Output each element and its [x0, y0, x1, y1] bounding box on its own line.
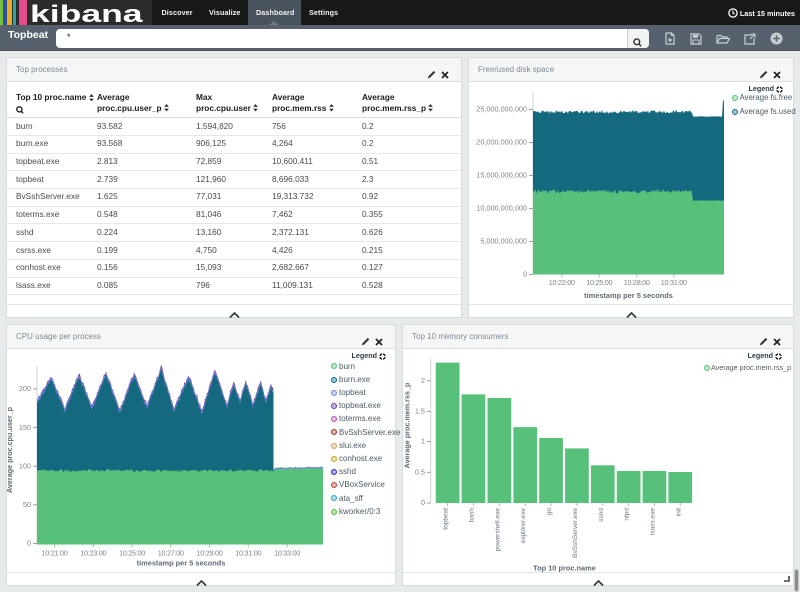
svg-text:bash: bash [469, 508, 476, 522]
svg-text:lsass.exe: lsass.exe [650, 508, 657, 535]
svg-text:100: 100 [19, 461, 31, 470]
svg-text:timestamp per 5 seconds: timestamp per 5 seconds [584, 291, 673, 300]
svg-text:0: 0 [27, 539, 31, 548]
svg-text:Average proc.mem.rss_p: Average proc.mem.rss_p [403, 382, 412, 468]
svg-text:powershell.exe: powershell.exe [494, 508, 501, 552]
svg-text:10,000,000,000: 10,000,000,000 [476, 204, 527, 213]
svg-text:15,000,000,000: 15,000,000,000 [476, 171, 527, 180]
svg-text:sshd: sshd [598, 508, 605, 522]
svg-text:10:25:00: 10:25:00 [119, 549, 145, 558]
svg-text:0: 0 [523, 270, 527, 279]
svg-text:10:21:00: 10:21:00 [41, 549, 67, 558]
svg-text:200: 200 [19, 384, 31, 393]
svg-text:0.5: 0.5 [415, 468, 425, 477]
svg-text:1.5: 1.5 [415, 407, 425, 416]
svg-text:Average proc.cpu.user_p: Average proc.cpu.user_p [7, 406, 14, 493]
svg-text:go: go [546, 508, 553, 516]
svg-text:BvSshServer.exe: BvSshServer.exe [572, 508, 579, 558]
svg-text:10:28:00: 10:28:00 [624, 278, 650, 287]
svg-text:0: 0 [421, 498, 425, 507]
svg-text:topbeat: topbeat [443, 508, 450, 530]
svg-text:2: 2 [421, 376, 425, 385]
svg-text:10:31:00: 10:31:00 [661, 278, 687, 287]
svg-text:10:31:00: 10:31:00 [235, 549, 261, 558]
svg-text:10:33:00: 10:33:00 [274, 549, 300, 558]
svg-text:25,000,000,000: 25,000,000,000 [476, 105, 527, 114]
svg-text:150: 150 [19, 423, 31, 432]
svg-text:timestamp per 5 seconds: timestamp per 5 seconds [137, 559, 226, 568]
svg-text:10:27:00: 10:27:00 [158, 549, 184, 558]
svg-text:init: init [675, 508, 682, 517]
svg-text:1: 1 [421, 437, 425, 446]
svg-text:Top 10 proc.name: Top 10 proc.name [533, 564, 596, 573]
svg-text:10:25:00: 10:25:00 [586, 278, 612, 287]
svg-text:ntpd: ntpd [624, 508, 631, 521]
svg-text:explorer.exe: explorer.exe [520, 508, 527, 544]
svg-text:50: 50 [23, 500, 31, 509]
svg-text:5,000,000,000: 5,000,000,000 [480, 237, 527, 246]
svg-text:20,000,000,000: 20,000,000,000 [476, 138, 527, 147]
svg-text:10:22:00: 10:22:00 [549, 278, 575, 287]
svg-text:10:23:00: 10:23:00 [80, 549, 106, 558]
svg-text:10:29:00: 10:29:00 [196, 549, 222, 558]
